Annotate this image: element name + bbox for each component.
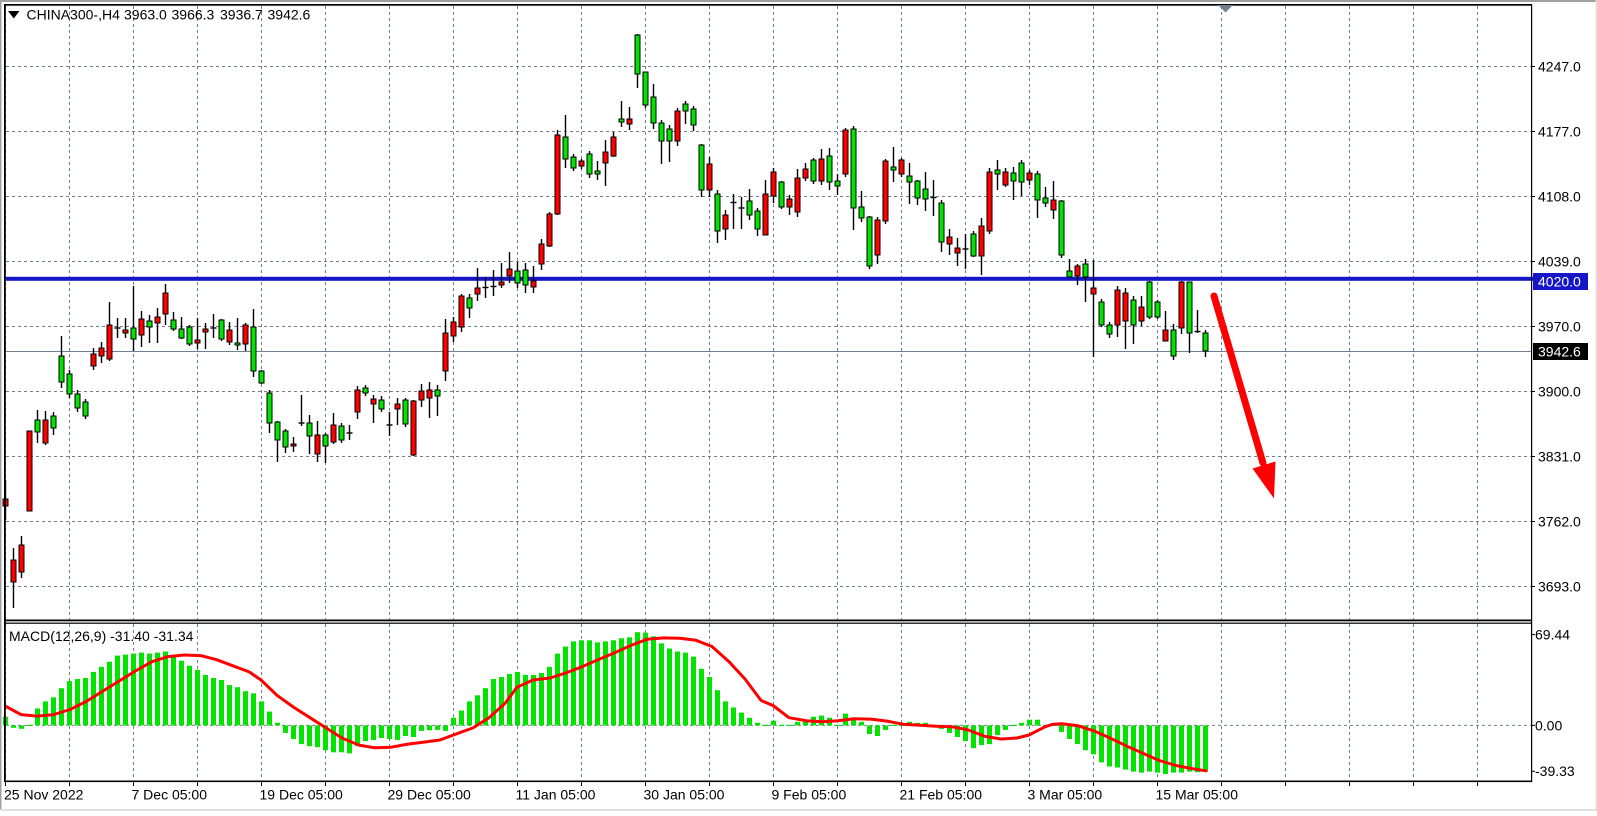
svg-text:21 Feb 05:00: 21 Feb 05:00 <box>900 787 983 803</box>
svg-text:-39.33: -39.33 <box>1535 763 1575 779</box>
svg-text:3831.0: 3831.0 <box>1538 449 1581 465</box>
svg-text:3970.0: 3970.0 <box>1538 319 1581 335</box>
svg-text:29 Dec 05:00: 29 Dec 05:00 <box>388 787 471 803</box>
svg-text:4177.0: 4177.0 <box>1538 124 1581 140</box>
svg-text:4247.0: 4247.0 <box>1538 59 1581 75</box>
svg-text:3966.3: 3966.3 <box>172 7 215 23</box>
svg-text:3936.7: 3936.7 <box>220 7 263 23</box>
svg-text:4108.0: 4108.0 <box>1538 189 1581 205</box>
svg-text:3900.0: 3900.0 <box>1538 384 1581 400</box>
svg-text:7 Dec 05:00: 7 Dec 05:00 <box>132 787 208 803</box>
svg-text:0.00: 0.00 <box>1535 717 1562 733</box>
svg-text:3693.0: 3693.0 <box>1538 579 1581 595</box>
svg-text:69.44: 69.44 <box>1535 627 1570 643</box>
svg-text:30 Jan 05:00: 30 Jan 05:00 <box>644 787 725 803</box>
svg-text:3963.0: 3963.0 <box>124 7 167 23</box>
svg-text:3762.0: 3762.0 <box>1538 514 1581 530</box>
svg-text:CHINA300-,H4: CHINA300-,H4 <box>27 7 121 23</box>
svg-text:4039.0: 4039.0 <box>1538 254 1581 270</box>
svg-text:9 Feb 05:00: 9 Feb 05:00 <box>772 787 847 803</box>
svg-text:3942.6: 3942.6 <box>268 7 311 23</box>
svg-text:4020.0: 4020.0 <box>1538 274 1581 290</box>
svg-text:3942.6: 3942.6 <box>1538 344 1581 360</box>
svg-text:11 Jan 05:00: 11 Jan 05:00 <box>516 787 596 803</box>
svg-text:15 Mar 05:00: 15 Mar 05:00 <box>1156 787 1239 803</box>
svg-text:19 Dec 05:00: 19 Dec 05:00 <box>260 787 343 803</box>
svg-text:3 Mar 05:00: 3 Mar 05:00 <box>1028 787 1103 803</box>
svg-text:MACD(12,26,9) -31.40 -31.34: MACD(12,26,9) -31.40 -31.34 <box>9 628 194 644</box>
svg-text:25 Nov 2022: 25 Nov 2022 <box>4 787 84 803</box>
